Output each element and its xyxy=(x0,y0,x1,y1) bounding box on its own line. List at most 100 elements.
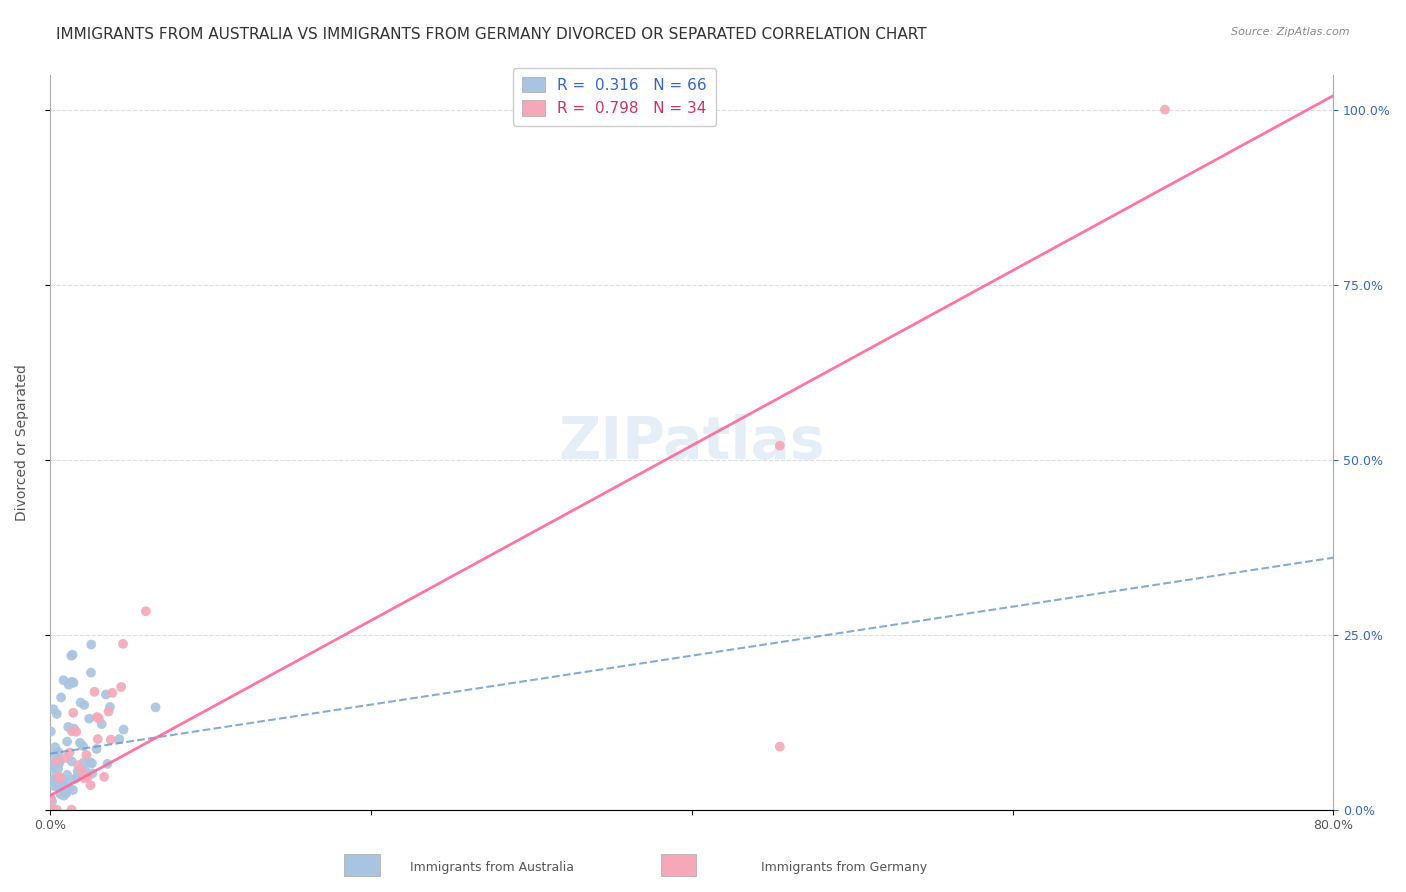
Point xyxy=(79,778,101,792)
Point xyxy=(48,756,70,771)
Point xyxy=(60,648,83,663)
Point xyxy=(76,771,98,785)
Point xyxy=(769,439,792,453)
Point xyxy=(67,758,90,772)
Point xyxy=(69,736,91,750)
Point xyxy=(63,772,86,786)
Point xyxy=(80,756,103,771)
Point xyxy=(62,648,84,662)
Point xyxy=(73,698,96,712)
Point xyxy=(72,739,94,753)
Text: Source: ZipAtlas.com: Source: ZipAtlas.com xyxy=(1232,27,1350,37)
Point xyxy=(45,803,67,817)
Point xyxy=(70,764,93,779)
Point xyxy=(42,803,65,817)
Point xyxy=(41,774,63,789)
Point xyxy=(110,680,132,694)
Point xyxy=(51,776,73,790)
Point xyxy=(55,786,77,800)
Point xyxy=(39,756,62,770)
Point xyxy=(39,774,62,789)
Point xyxy=(86,742,108,756)
Point xyxy=(45,768,67,782)
Point xyxy=(44,779,66,793)
Point xyxy=(83,685,105,699)
Point xyxy=(58,782,80,797)
Point xyxy=(39,790,62,805)
Point xyxy=(56,776,79,790)
Point xyxy=(52,673,75,688)
Point xyxy=(69,696,91,710)
Point xyxy=(42,702,65,716)
Text: IMMIGRANTS FROM AUSTRALIA VS IMMIGRANTS FROM GERMANY DIVORCED OR SEPARATED CORRE: IMMIGRANTS FROM AUSTRALIA VS IMMIGRANTS … xyxy=(56,27,927,42)
Point xyxy=(46,762,69,776)
Point xyxy=(73,772,96,786)
Text: ZIPatlas: ZIPatlas xyxy=(558,414,825,471)
Point xyxy=(75,747,97,762)
Text: Immigrants from Australia: Immigrants from Australia xyxy=(411,861,574,874)
Point xyxy=(145,700,167,714)
Point xyxy=(86,710,108,724)
Point xyxy=(98,700,121,714)
Point xyxy=(60,803,83,817)
Point xyxy=(97,705,120,719)
Point xyxy=(56,734,79,748)
Point xyxy=(90,717,112,731)
Point xyxy=(49,775,72,789)
Point xyxy=(1154,103,1177,117)
Point xyxy=(82,766,104,780)
Point xyxy=(111,637,134,651)
Point xyxy=(60,724,83,739)
Point xyxy=(135,604,157,618)
Point xyxy=(44,747,66,761)
Point xyxy=(62,783,84,797)
Point xyxy=(42,758,65,772)
Point xyxy=(42,773,65,788)
Point xyxy=(49,771,72,785)
Point xyxy=(39,791,62,805)
Legend: R =  0.316   N = 66, R =  0.798   N = 34: R = 0.316 N = 66, R = 0.798 N = 34 xyxy=(513,68,716,126)
Point xyxy=(769,739,792,754)
Point xyxy=(41,761,63,775)
Point xyxy=(100,732,122,747)
Point xyxy=(59,746,82,760)
Point xyxy=(45,754,67,768)
FancyBboxPatch shape xyxy=(344,854,380,876)
Point xyxy=(44,756,66,770)
Point xyxy=(48,770,70,784)
Point xyxy=(46,780,69,794)
Point xyxy=(58,678,80,692)
Point xyxy=(53,751,76,765)
Point xyxy=(60,674,83,689)
Point xyxy=(52,789,75,803)
Point xyxy=(39,724,62,739)
Point xyxy=(44,740,66,755)
Point xyxy=(94,688,117,702)
Point xyxy=(77,712,100,726)
Point xyxy=(49,690,72,705)
Point xyxy=(79,756,101,770)
Text: Immigrants from Germany: Immigrants from Germany xyxy=(761,861,927,874)
Point xyxy=(56,768,79,782)
Point xyxy=(58,720,80,734)
Point xyxy=(49,787,72,801)
Point xyxy=(87,732,110,747)
Point xyxy=(112,723,135,737)
Point xyxy=(41,794,63,808)
Point xyxy=(66,764,89,779)
Point xyxy=(96,756,118,771)
Point xyxy=(48,754,70,768)
Point xyxy=(39,803,62,817)
Point xyxy=(48,770,70,784)
Point xyxy=(80,638,103,652)
Point xyxy=(72,756,94,770)
Point xyxy=(62,675,84,690)
Point xyxy=(60,755,83,769)
Point xyxy=(53,784,76,798)
Point xyxy=(51,777,73,791)
FancyBboxPatch shape xyxy=(661,854,696,876)
Point xyxy=(48,745,70,759)
Point xyxy=(93,770,115,784)
Point xyxy=(101,686,124,700)
Y-axis label: Divorced or Separated: Divorced or Separated xyxy=(15,364,30,521)
